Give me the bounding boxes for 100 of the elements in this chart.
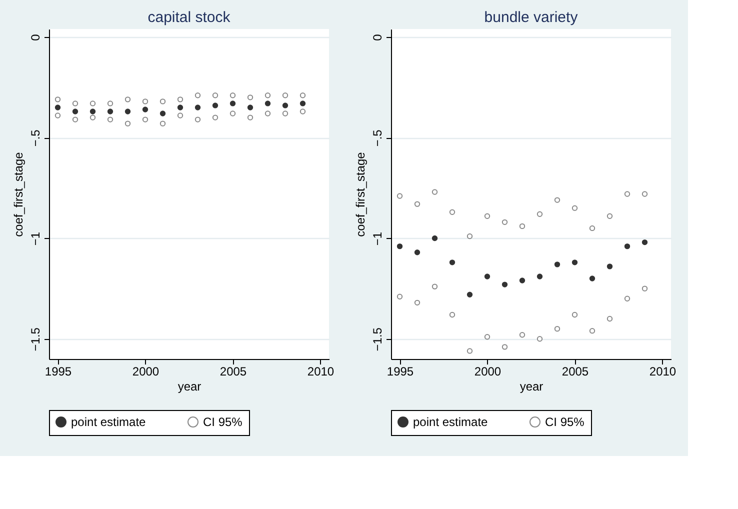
point <box>624 243 630 250</box>
point <box>572 260 578 266</box>
point <box>572 312 578 318</box>
point <box>194 116 201 122</box>
point <box>142 98 148 104</box>
point <box>264 110 271 116</box>
point <box>554 197 560 203</box>
point <box>624 191 630 197</box>
x-tick-label: 2000 <box>132 364 160 378</box>
x-tick-label: 2010 <box>649 364 676 378</box>
point <box>414 201 420 207</box>
point <box>449 260 456 266</box>
point <box>212 102 218 108</box>
point <box>177 104 184 110</box>
y-tick-label: −1 <box>28 232 42 246</box>
point <box>519 332 526 338</box>
point <box>282 110 288 116</box>
point <box>230 100 236 106</box>
point <box>300 92 306 98</box>
point <box>212 114 218 120</box>
chart-title: capital stock <box>148 9 231 26</box>
y-tick-label: 0 <box>370 34 384 41</box>
point <box>247 104 254 110</box>
point <box>396 243 403 250</box>
point <box>642 286 648 292</box>
y-tick-label: −1 <box>370 232 384 246</box>
point <box>124 120 131 126</box>
point <box>642 191 648 197</box>
point <box>230 92 236 98</box>
point <box>142 116 148 122</box>
point <box>484 334 490 340</box>
point <box>414 250 420 256</box>
point <box>300 108 306 114</box>
x-tick-label: 2010 <box>307 364 334 378</box>
point <box>536 211 543 217</box>
y-tick-label: −.5 <box>370 129 384 147</box>
x-tick-label: 1995 <box>386 364 414 378</box>
y-tick-label: −.5 <box>28 129 42 147</box>
point <box>519 223 526 230</box>
point <box>502 219 508 226</box>
point <box>642 239 648 246</box>
point <box>466 348 473 354</box>
x-axis-title: year <box>520 380 544 394</box>
point <box>160 98 166 104</box>
point <box>449 209 456 215</box>
legend-label: point estimate <box>71 415 146 429</box>
y-tick-label: −1.5 <box>370 327 384 352</box>
point <box>194 104 201 110</box>
point <box>466 292 473 298</box>
y-tick-label: −1.5 <box>28 327 42 352</box>
point <box>72 100 78 106</box>
point <box>536 274 543 280</box>
point <box>554 262 560 268</box>
point <box>589 276 596 282</box>
legend-label: point estimate <box>413 415 488 429</box>
point <box>300 100 306 106</box>
x-tick-label: 1995 <box>44 364 72 378</box>
point <box>212 92 218 98</box>
y-axis-title: coef_first_stage <box>12 152 26 237</box>
point <box>264 100 271 106</box>
point <box>502 344 508 350</box>
x-axis-title: year <box>178 380 202 394</box>
point <box>432 284 438 290</box>
point <box>54 96 61 102</box>
point <box>72 116 78 122</box>
point <box>107 116 114 122</box>
point <box>606 264 613 270</box>
point <box>282 92 288 98</box>
point <box>194 92 201 98</box>
y-axis-title: coef_first_stage <box>354 152 368 237</box>
x-tick-label: 2000 <box>474 364 502 378</box>
point <box>90 114 96 120</box>
point <box>54 104 61 110</box>
point <box>72 108 78 114</box>
point <box>160 120 166 126</box>
point <box>107 100 114 106</box>
point <box>432 235 438 242</box>
point <box>124 96 131 102</box>
point <box>54 112 61 118</box>
point <box>177 112 184 118</box>
point <box>282 102 288 108</box>
chart-title: bundle variety <box>484 9 578 26</box>
point <box>466 233 473 240</box>
point <box>142 106 148 112</box>
point <box>432 189 438 195</box>
point <box>589 225 596 232</box>
point <box>589 328 596 334</box>
point <box>572 205 578 211</box>
point <box>624 296 630 302</box>
point <box>606 316 613 322</box>
point <box>264 92 271 98</box>
point <box>502 282 508 288</box>
point <box>536 336 543 342</box>
point <box>107 108 114 114</box>
point <box>90 108 96 114</box>
x-tick-label: 2005 <box>220 364 247 378</box>
point <box>606 213 613 219</box>
point <box>414 300 420 306</box>
point <box>554 326 560 332</box>
point <box>247 94 254 100</box>
